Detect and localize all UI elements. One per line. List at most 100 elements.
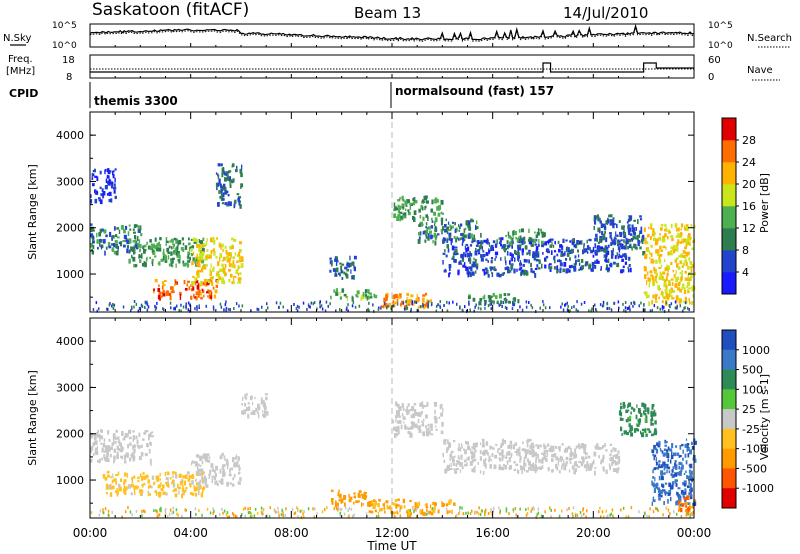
data-cell [232,256,235,260]
data-cell [395,293,398,299]
data-cell [496,239,498,245]
data-cell [348,506,351,510]
data-cell [112,170,114,176]
data-cell [448,229,452,232]
data-cell [646,280,648,285]
data-cell [679,241,682,244]
data-cell [147,245,151,250]
data-cell [680,253,683,258]
data-cell [420,510,423,515]
data-cell [396,510,398,514]
data-cell [174,471,177,475]
data-cell [188,286,191,291]
data-cell [513,303,515,307]
data-cell [212,237,215,241]
data-cell [452,256,455,259]
data-cell [633,302,636,306]
data-cell [445,227,449,231]
data-cell [660,494,663,498]
data-cell [530,444,533,449]
data-cell [537,243,540,247]
data-cell [109,453,112,458]
data-cell [380,507,383,512]
data-cell [469,260,472,264]
data-cell [238,464,241,467]
data-cell [192,251,195,256]
data-cell [627,409,630,412]
data-cell [146,303,149,307]
data-cell [210,263,212,268]
data-cell [393,426,397,431]
data-cell [394,433,397,439]
data-cell [239,168,243,174]
data-cell [127,484,131,489]
data-cell [96,450,99,455]
data-cell [451,257,454,260]
data-cell [191,461,193,466]
data-cell [399,303,402,306]
data-cell [215,256,218,259]
data-cell [199,270,201,273]
data-cell [442,212,445,215]
data-cell [598,510,600,514]
data-cell [570,457,573,460]
data-cell [617,466,620,471]
data-cell [131,513,133,517]
data-cell [400,215,403,219]
data-cell [613,301,616,305]
data-cell [145,262,147,267]
data-cell [220,193,224,199]
data-cell [554,259,556,264]
data-cell [477,249,481,252]
data-cell [591,461,594,465]
power-ylabel: Slant Range [km] [26,164,39,260]
data-cell [656,482,659,487]
data-cell [313,515,316,519]
data-cell [565,462,567,465]
data-cell [653,467,656,471]
data-cell [669,487,673,490]
data-cell [475,303,477,307]
data-cell [518,268,522,271]
data-cell [172,471,174,475]
data-cell [544,264,547,269]
data-cell [495,443,498,447]
data-cell [183,489,187,493]
data-cell [482,440,485,446]
data-cell [96,239,99,244]
data-cell [678,502,682,507]
data-cell [222,198,225,201]
data-cell [663,472,665,475]
data-cell [658,236,662,241]
data-cell [237,480,240,485]
data-cell [675,482,678,487]
data-cell [110,446,113,450]
data-cell [191,492,195,496]
data-cell [656,281,658,284]
data-cell [655,506,657,510]
data-cell [206,238,208,242]
beam-label: Beam 13 [354,4,421,22]
data-cell [488,458,490,463]
data-cell [687,281,691,287]
data-cell [626,307,629,310]
data-cell [494,258,496,261]
data-cell [485,441,489,446]
data-cell [344,506,347,510]
data-cell [134,485,138,490]
data-cell [655,294,658,297]
time-tick-label: 00:00 [677,526,712,540]
data-cell [468,232,471,235]
data-cell [459,305,461,309]
data-cell [463,238,466,242]
data-cell [404,200,408,204]
data-cell [612,239,615,245]
data-cell [498,303,500,307]
data-cell [667,498,669,504]
data-cell [171,246,173,250]
data-cell [398,406,401,410]
data-cell [235,168,238,173]
data-cell [630,432,634,437]
data-cell [116,488,119,491]
data-cell [526,470,528,473]
